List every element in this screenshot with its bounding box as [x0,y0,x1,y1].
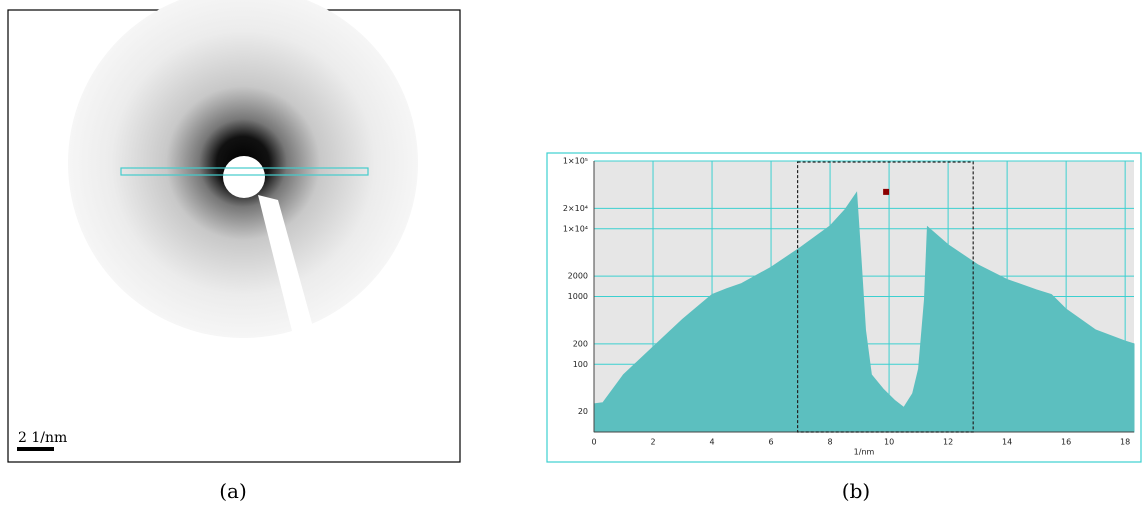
y-tick-label: 2000 [568,272,588,281]
profile-box [120,167,369,176]
beam-stop [223,156,265,198]
beam-stop-arm [258,195,318,355]
y-tick-label: 100 [573,360,588,369]
scale-bar [17,447,54,451]
y-tick-label: 200 [573,339,588,348]
selection-box [797,161,974,433]
x-tick-label: 2 [650,438,655,447]
y-tick-label: 20 [578,407,588,416]
y-tick-label: 1×10⁴ [563,224,588,233]
y-tick-label: 2×10⁴ [563,204,588,213]
x-tick-label: 10 [884,438,894,447]
x-tick-label: 18 [1120,438,1130,447]
x-tick-label: 12 [943,438,953,447]
x-tick-label: 0 [591,438,596,447]
caption: (b) [842,479,870,503]
panel-a: 2 1/nm (a) [7,0,461,503]
y-tick-label: 1×10⁵ [563,157,588,166]
x-axis-label: 1/nm [854,448,875,457]
y-tick-label: 1000 [568,292,588,301]
chart: 0 2 4 6 8 10 12 14 16 18 1×10⁵ 2×10⁴ 1×10⁴ 2000 1000 20… [563,157,1135,457]
x-tick-label: 8 [828,438,833,447]
x-tick-label: 4 [709,438,714,447]
x-tick-label: 14 [1002,438,1012,447]
marker [883,188,890,195]
scale-label: 2 1/nm [18,430,67,446]
x-tick-label: 6 [769,438,774,447]
x-tick-label: 16 [1061,438,1071,447]
caption: (a) [219,479,247,503]
area [593,191,1135,433]
